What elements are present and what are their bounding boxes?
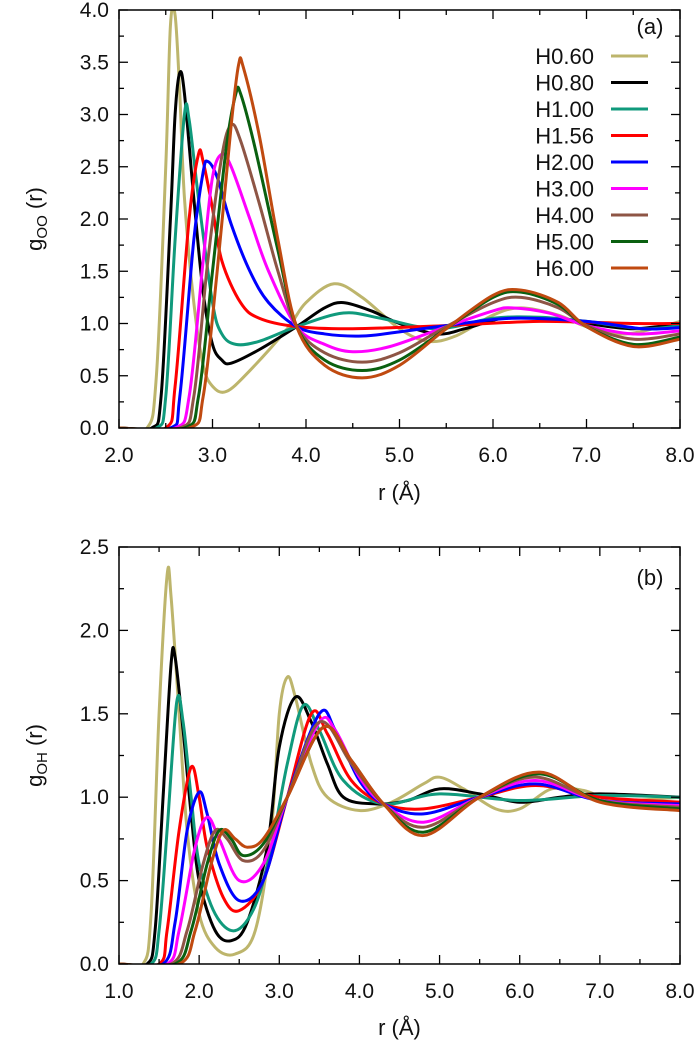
x-tick-label: 6.0: [505, 980, 534, 1003]
x-tick-label: 3.0: [265, 980, 294, 1003]
x-tick-label: 8.0: [665, 444, 694, 467]
x-tick-label: 4.0: [345, 980, 374, 1003]
y-axis-label-subscript: OH: [34, 752, 51, 775]
y-tick-label: 0.5: [80, 870, 109, 893]
legend-label: H1.56: [535, 124, 594, 149]
y-tick-label: 0.5: [80, 365, 109, 388]
x-tick-label: 5.0: [385, 444, 414, 467]
legend-label: H2.00: [535, 150, 594, 175]
y-tick-label: 2.5: [80, 156, 109, 179]
y-axis-label-main: g: [22, 239, 47, 251]
y-axis-label: gOH (r): [22, 724, 51, 787]
y-tick-label: 3.5: [80, 51, 109, 74]
y-tick-label: 1.5: [80, 260, 109, 283]
y-tick-label: 2.0: [80, 208, 109, 231]
legend-label: H0.60: [535, 44, 594, 69]
series-line-H2.00: [119, 159, 680, 428]
y-tick-label: 2.0: [80, 619, 109, 642]
panel-label: (b): [637, 565, 664, 590]
legend-label: H3.00: [535, 177, 594, 202]
chart-panel-a: 2.0 3.0 4.0 5.0 6.0 7.0 8.0 0.0 0.5 1.0 1.5 2.0 2.5 3…: [22, 0, 695, 505]
x-tick-label: 2.0: [104, 444, 133, 467]
y-tick-label: 2.5: [80, 536, 109, 559]
x-tick-label: 7.0: [585, 980, 614, 1003]
x-tick-label: 5.0: [425, 980, 454, 1003]
series-line-H6.00: [119, 56, 680, 428]
legend-label: H0.80: [535, 71, 594, 96]
y-axis-label-tail: (r): [22, 724, 47, 752]
x-tick-label: 7.0: [572, 444, 601, 467]
x-axis-label: r (Å): [378, 1015, 421, 1040]
panel-label: (a): [637, 14, 664, 39]
y-axis-label: gOO (r): [22, 187, 51, 251]
series-line-H1.00: [119, 693, 680, 964]
series-line-H6.00: [119, 724, 680, 964]
y-tick-label: 1.0: [80, 786, 109, 809]
legend-label: H1.00: [535, 97, 594, 122]
y-tick-label: 0.0: [80, 953, 109, 976]
series-line-H0.80: [119, 645, 680, 964]
legend-label: H6.00: [535, 256, 594, 281]
series-line-H1.56: [119, 148, 680, 428]
y-tick-label: 4.0: [80, 0, 109, 22]
x-tick-label: 3.0: [198, 444, 227, 467]
x-tick-label: 2.0: [185, 980, 214, 1003]
x-tick-label: 4.0: [291, 444, 320, 467]
y-axis-label-tail: (r): [22, 187, 47, 215]
y-tick-label: 1.0: [80, 313, 109, 336]
x-axis-label: r (Å): [378, 480, 421, 505]
legend-label: H4.00: [535, 203, 594, 228]
legend-label: H5.00: [535, 230, 594, 255]
x-tick-label: 8.0: [665, 980, 694, 1003]
y-tick-label: 0.0: [80, 417, 109, 440]
y-axis-label-subscript: OO: [34, 215, 51, 238]
legend: H0.60H0.80H1.00H1.56H2.00H3.00H4.00H5.00…: [535, 44, 648, 281]
y-tick-label: 1.5: [80, 703, 109, 726]
x-tick-label: 1.0: [104, 980, 133, 1003]
chart-panel-b: 1.0 2.0 3.0 4.0 5.0 6.0 7.0 8.0 0.0 0.5 1.0 1.5 2.0 2…: [22, 536, 695, 1040]
y-tick-label: 3.0: [80, 104, 109, 127]
x-tick-label: 6.0: [478, 444, 507, 467]
series-line-H0.60: [119, 565, 680, 964]
y-axis-label-main: g: [22, 775, 47, 787]
